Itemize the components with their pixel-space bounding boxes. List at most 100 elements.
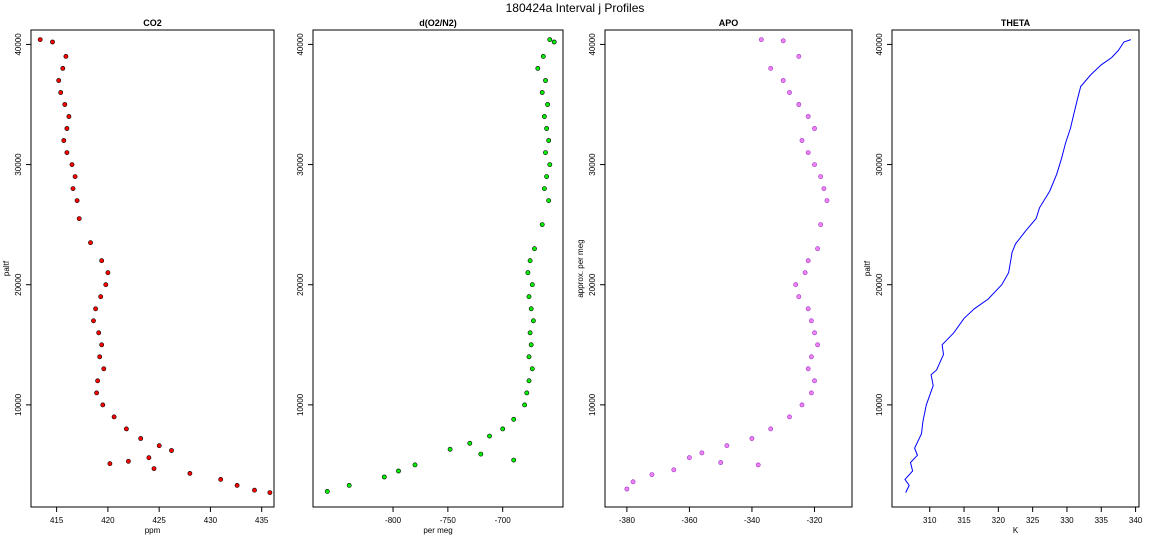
data-point bbox=[487, 433, 492, 439]
data-point bbox=[532, 246, 537, 252]
data-point bbox=[412, 462, 418, 468]
y-tick-label: 30000 bbox=[14, 153, 23, 176]
data-point bbox=[551, 39, 557, 45]
data-point bbox=[91, 318, 96, 324]
data-point bbox=[546, 198, 552, 203]
y-tick-label: 40000 bbox=[588, 33, 597, 56]
data-point bbox=[529, 282, 535, 288]
data-point bbox=[267, 490, 273, 495]
data-point bbox=[93, 306, 98, 312]
data-point bbox=[95, 378, 100, 384]
data-point bbox=[101, 366, 107, 372]
data-point bbox=[796, 294, 802, 300]
data-point bbox=[543, 150, 548, 155]
x-tick-label: -340 bbox=[744, 516, 761, 525]
data-point bbox=[100, 402, 106, 408]
data-point bbox=[218, 476, 224, 482]
data-point bbox=[50, 39, 55, 45]
panel-title: THETA bbox=[1001, 18, 1031, 28]
data-point bbox=[799, 402, 805, 408]
data-point bbox=[787, 90, 792, 95]
data-point bbox=[56, 78, 62, 83]
plot-frame bbox=[30, 29, 275, 508]
panel-title: CO2 bbox=[143, 18, 162, 28]
data-point bbox=[624, 486, 630, 492]
x-tick-label: 335 bbox=[1095, 516, 1109, 525]
data-point bbox=[543, 78, 548, 83]
data-point bbox=[809, 318, 814, 324]
data-point bbox=[535, 66, 541, 71]
data-point bbox=[805, 258, 811, 264]
data-point bbox=[805, 114, 811, 119]
y-tick-label: 10000 bbox=[875, 393, 884, 416]
data-point bbox=[542, 114, 547, 119]
data-point bbox=[103, 282, 109, 288]
data-point bbox=[805, 150, 811, 155]
x-tick-label: 330 bbox=[1060, 516, 1074, 525]
data-point bbox=[478, 451, 484, 457]
data-point bbox=[346, 482, 352, 488]
data-point bbox=[526, 378, 532, 384]
y-tick-label: 40000 bbox=[875, 33, 884, 56]
data-point bbox=[138, 436, 144, 441]
data-point bbox=[76, 216, 82, 221]
data-point bbox=[156, 443, 162, 449]
data-point bbox=[805, 366, 811, 372]
data-point bbox=[671, 467, 677, 473]
data-point bbox=[500, 426, 506, 432]
data-point bbox=[324, 488, 330, 494]
x-tick-label: -360 bbox=[681, 516, 698, 525]
data-point bbox=[809, 354, 814, 360]
data-point bbox=[630, 479, 636, 485]
plot-frame bbox=[604, 29, 853, 508]
data-point bbox=[531, 318, 536, 324]
data-point bbox=[768, 426, 774, 432]
panel-3: APO -380 -360 -340 -320 10000 20000 30000 40000 a… bbox=[576, 18, 853, 525]
data-point bbox=[540, 54, 546, 59]
data-point bbox=[812, 126, 817, 131]
figure-title: 180424a Interval j Profiles bbox=[506, 1, 645, 15]
panel-1: CO2 415 420 425 430 435 10000 20000 30000 40000 pp… bbox=[2, 18, 275, 535]
data-point bbox=[546, 138, 552, 143]
data-point bbox=[542, 186, 547, 191]
data-point bbox=[396, 468, 401, 474]
data-point bbox=[545, 102, 550, 107]
data-point bbox=[526, 294, 532, 300]
data-point bbox=[61, 138, 67, 143]
y-tick-label: 40000 bbox=[14, 33, 23, 56]
x-tick-label: 340 bbox=[1129, 516, 1143, 525]
data-point bbox=[539, 222, 545, 227]
data-point bbox=[63, 54, 69, 59]
x-tick-label: 425 bbox=[152, 516, 166, 525]
x-tick-label: 325 bbox=[1026, 516, 1040, 525]
data-point bbox=[544, 174, 549, 179]
data-point bbox=[511, 457, 517, 463]
data-point bbox=[529, 366, 535, 372]
data-point bbox=[718, 460, 724, 465]
plot-frame bbox=[312, 29, 564, 508]
x-tick-label: -700 bbox=[495, 516, 512, 525]
data-point bbox=[511, 416, 517, 422]
y-tick-label: 20000 bbox=[588, 273, 597, 296]
data-point bbox=[699, 450, 705, 456]
data-point bbox=[818, 222, 824, 227]
data-point bbox=[527, 258, 533, 264]
data-point bbox=[60, 66, 66, 71]
data-point bbox=[528, 342, 534, 348]
y-tick-label: 40000 bbox=[296, 33, 305, 56]
data-point bbox=[522, 402, 527, 408]
data-point bbox=[524, 390, 530, 396]
data-point bbox=[818, 174, 824, 179]
data-point bbox=[528, 306, 534, 312]
data-point bbox=[525, 270, 531, 276]
data-point bbox=[64, 126, 70, 131]
y-axis-label: paltf bbox=[2, 260, 11, 276]
data-point bbox=[802, 270, 808, 276]
data-point bbox=[547, 162, 553, 167]
data-point bbox=[812, 378, 817, 384]
x-tick-label: 415 bbox=[50, 516, 64, 525]
panel-2: d(O2/N2) -800 -750 -700 10000 20000 30000 40000… bbox=[296, 18, 564, 535]
x-axis-label: K bbox=[1013, 526, 1019, 535]
x-tick-label: -320 bbox=[806, 516, 823, 525]
